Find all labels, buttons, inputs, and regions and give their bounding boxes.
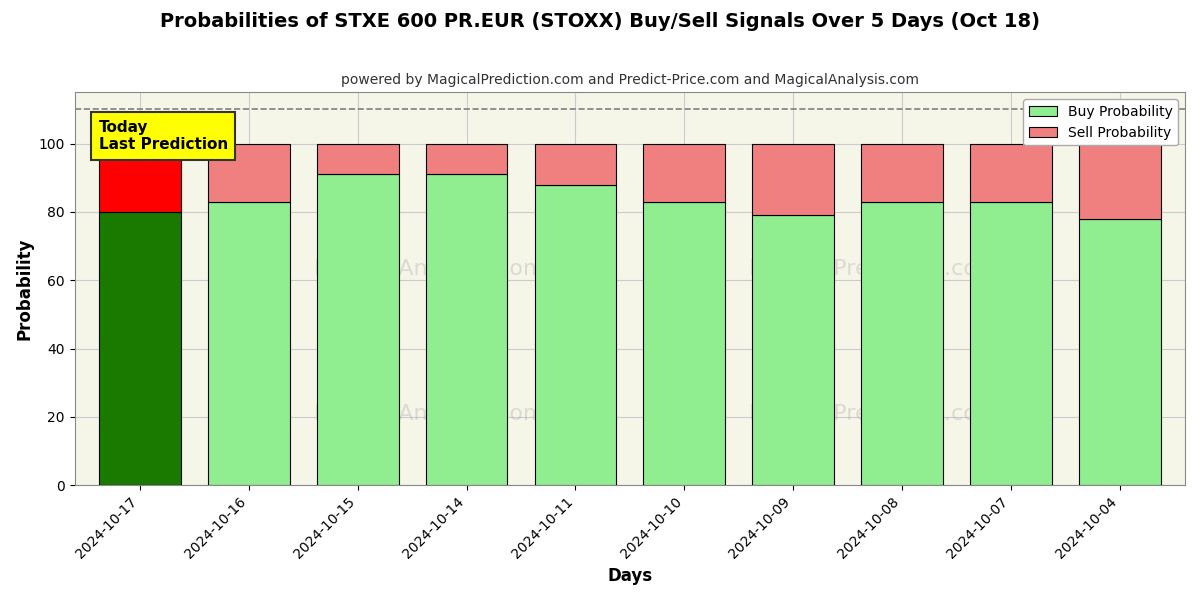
Bar <box>752 143 834 215</box>
Y-axis label: Probability: Probability <box>16 238 34 340</box>
Bar <box>643 143 725 202</box>
Bar <box>208 202 289 485</box>
Bar <box>862 202 943 485</box>
Bar <box>862 143 943 202</box>
Bar <box>426 175 508 485</box>
Bar <box>643 202 725 485</box>
Title: powered by MagicalPrediction.com and Predict-Price.com and MagicalAnalysis.com: powered by MagicalPrediction.com and Pre… <box>341 73 919 87</box>
Text: Today
Last Prediction: Today Last Prediction <box>98 119 228 152</box>
Bar <box>1079 143 1160 219</box>
Bar <box>317 143 398 175</box>
Bar <box>317 175 398 485</box>
Text: MagicalAnalysis.com: MagicalAnalysis.com <box>314 259 546 279</box>
Text: Probabilities of STXE 600 PR.EUR (STOXX) Buy/Sell Signals Over 5 Days (Oct 18): Probabilities of STXE 600 PR.EUR (STOXX)… <box>160 12 1040 31</box>
Bar <box>534 185 617 485</box>
Bar <box>970 202 1051 485</box>
Bar <box>534 143 617 185</box>
Text: MagicalPrediction.com: MagicalPrediction.com <box>749 259 1000 279</box>
Bar <box>1079 219 1160 485</box>
Text: MagicalAnalysis.com: MagicalAnalysis.com <box>314 404 546 424</box>
Bar <box>970 143 1051 202</box>
Bar <box>100 143 181 212</box>
Text: MagicalPrediction.com: MagicalPrediction.com <box>749 404 1000 424</box>
Legend: Buy Probability, Sell Probability: Buy Probability, Sell Probability <box>1024 99 1178 145</box>
X-axis label: Days: Days <box>607 567 653 585</box>
Bar <box>426 143 508 175</box>
Bar <box>752 215 834 485</box>
Bar <box>100 212 181 485</box>
Bar <box>208 143 289 202</box>
